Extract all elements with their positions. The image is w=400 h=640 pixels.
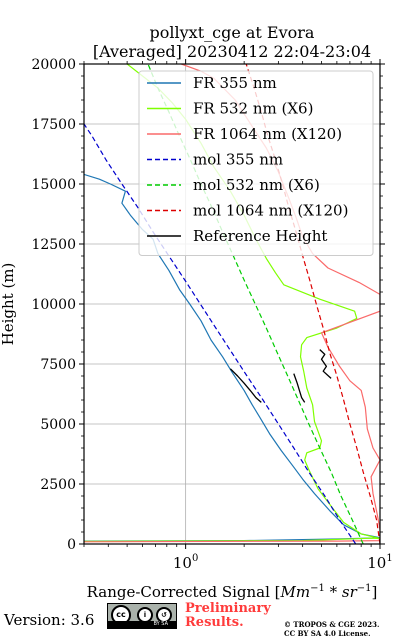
legend-label: FR 355 nm	[193, 74, 277, 92]
series-line-reference-height	[293, 373, 306, 403]
preliminary-line1: Preliminary	[185, 601, 271, 616]
legend-label: Reference Height	[193, 227, 327, 245]
series-line-mol-1064-nm-x120	[245, 64, 380, 544]
y-tick-label: 2500	[40, 477, 76, 493]
preliminary-line2: Results.	[185, 615, 244, 630]
copyright-line1: © TROPOS & CGE 2023.	[284, 620, 380, 629]
legend-label: mol 355 nm	[193, 151, 283, 169]
x-tick-label: 100	[173, 553, 198, 572]
y-tick-label: 5000	[40, 417, 76, 433]
series-line-mol-355-nm	[84, 123, 357, 544]
copyright-line2: CC BY SA 4.0 License.	[284, 629, 371, 638]
y-tick-label: 15000	[31, 177, 76, 193]
chart-subtitle: [Averaged] 20230412 22:04-23:04	[93, 42, 371, 61]
version-label: Version: 3.6	[4, 611, 95, 629]
axis-ticks: 0 2500 5000 7500 10000 12500 15000 17500 20000 10…	[31, 57, 392, 572]
cc-icon: cc	[111, 605, 131, 625]
legend-label: mol 1064 nm (X120)	[193, 202, 348, 220]
chart-title: pollyxt_cge at Evora	[150, 23, 315, 42]
legend-label: FR 532 nm (X6)	[193, 100, 313, 118]
y-tick-label: 0	[67, 537, 76, 553]
series-line-fr-355-nm	[84, 173, 380, 542]
y-tick-label: 10000	[31, 297, 76, 313]
cc-license-badge[interactable]: cc i ↺ BY SA	[107, 603, 177, 629]
chart-figure: pollyxt_cge at Evora [Averaged] 20230412…	[0, 23, 393, 600]
copyright-notice: © TROPOS & CGE 2023. CC BY SA 4.0 Licens…	[284, 620, 379, 638]
legend-box	[138, 70, 374, 256]
y-tick-label: 20000	[31, 57, 76, 73]
legend-label: mol 532 nm (X6)	[193, 176, 320, 194]
y-tick-label: 7500	[40, 357, 76, 373]
y-tick-label: 12500	[31, 237, 76, 253]
legend: FR 355 nm FR 532 nm (X6) FR 1064 nm (X120)…	[138, 70, 374, 256]
x-tick-label: 101	[367, 553, 392, 572]
y-axis-label: Height (m)	[0, 263, 17, 346]
preliminary-notice: Preliminary Results.	[185, 602, 271, 630]
y-tick-label: 17500	[31, 117, 76, 133]
x-axis-label: Range-Corrected Signal [Mm−1 * sr−1]	[87, 583, 378, 600]
series-line-reference-height	[229, 368, 262, 403]
license-strip: BY SA	[108, 621, 176, 628]
legend-label: FR 1064 nm (X120)	[193, 125, 342, 143]
series-line-reference-height	[319, 349, 332, 379]
